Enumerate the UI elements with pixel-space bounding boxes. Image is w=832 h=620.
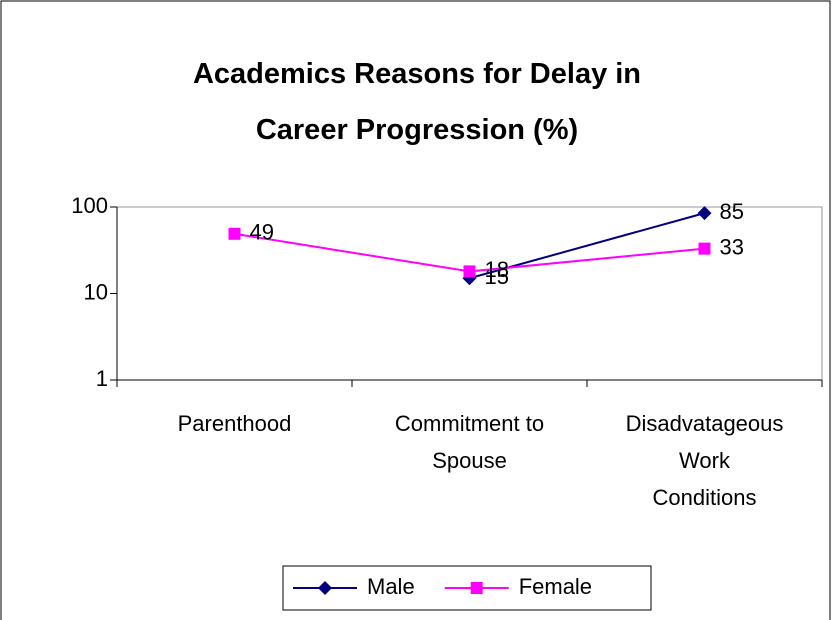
text-line: Commitment to [395, 411, 544, 436]
legend-label: Male [367, 574, 415, 599]
x-tick-label: Parenthood [178, 411, 292, 436]
chart-title: Academics Reasons for Delay in Career Pro… [193, 58, 641, 146]
legend-marker [470, 582, 483, 594]
data-label: 18 [485, 257, 509, 282]
data-point [228, 227, 241, 240]
data-label: 33 [720, 234, 744, 259]
legend: Male Female [282, 565, 652, 611]
x-tick-label: Commitment to Spouse [395, 411, 544, 473]
legend-label: Female [519, 574, 592, 599]
text-line: Work [679, 448, 731, 473]
data-point [463, 265, 476, 278]
data-point [698, 242, 711, 255]
text-line: Conditions [653, 485, 757, 510]
y-tick-label: 10 [84, 279, 108, 304]
legend-marker [318, 581, 332, 595]
y-tick-label: 1 [96, 366, 108, 391]
data-label: 85 [720, 199, 744, 224]
text-line: Academics Reasons for Delay in [193, 58, 641, 90]
text-line: Parenthood [178, 411, 292, 436]
data-label: 49 [250, 220, 274, 245]
text-line: Disadvatageous [626, 411, 784, 436]
text-line: Spouse [432, 448, 507, 473]
text-line: Career Progression (%) [256, 114, 578, 146]
y-tick-label: 100 [71, 193, 108, 218]
data-point [697, 206, 712, 221]
x-tick-label: Disadvatageous Work Conditions [626, 411, 784, 510]
